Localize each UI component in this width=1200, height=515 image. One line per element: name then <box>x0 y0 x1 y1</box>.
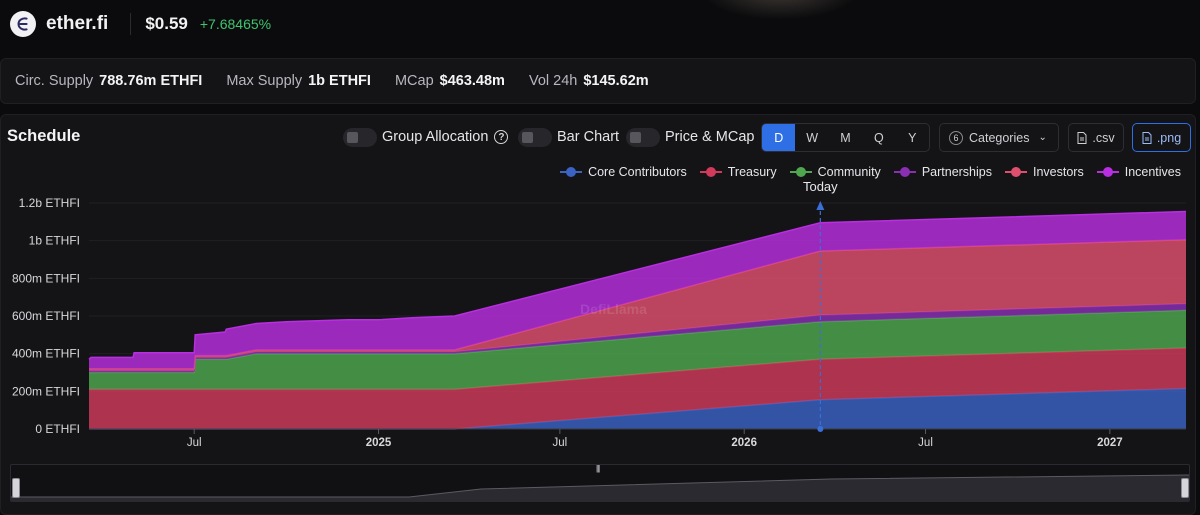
file-icon <box>1142 131 1152 144</box>
csv-label: .csv <box>1092 130 1115 145</box>
period-q[interactable]: Q <box>874 130 884 145</box>
token-price: $0.59 <box>145 14 188 33</box>
price-mcap-label: Price & MCap <box>665 129 755 145</box>
help-icon[interactable]: ? <box>494 130 509 144</box>
range-handle-left[interactable] <box>12 478 20 498</box>
csv-download-button[interactable]: .csv <box>1068 123 1124 152</box>
chart-legend: Core Contributors Treasury Community Par… <box>547 165 1181 179</box>
legend-core-contributors[interactable]: Core Contributors <box>560 165 687 179</box>
x-tick-label: 2026 <box>731 437 757 449</box>
legend-treasury[interactable]: Treasury <box>699 165 777 179</box>
legend-partnerships[interactable]: Partnerships <box>893 165 992 179</box>
y-tick-label: 0 ETHFI <box>35 422 80 436</box>
y-tick-label: 200m ETHFI <box>12 384 80 398</box>
legend-incentives[interactable]: Incentives <box>1096 165 1181 179</box>
area-incentives <box>89 211 1186 369</box>
legend-investors[interactable]: Investors <box>1005 165 1084 179</box>
y-tick-label: 600m ETHFI <box>12 309 80 323</box>
background-glow <box>700 0 860 20</box>
legend-community[interactable]: Community <box>789 165 881 179</box>
area-core-contributors <box>89 388 1186 429</box>
period-y[interactable]: Y <box>908 130 917 145</box>
png-download-button[interactable]: .png <box>1132 123 1191 152</box>
group-allocation-label: Group Allocation <box>382 129 489 145</box>
file-icon <box>1077 131 1087 144</box>
area-treasury <box>89 348 1186 429</box>
today-dot <box>817 426 824 432</box>
x-tick-label: Jul <box>187 437 202 449</box>
etherfi-logo-icon <box>10 11 36 37</box>
x-tick-label: 2025 <box>366 437 392 449</box>
project-header: ether.fi $0.59 +7.68465% <box>0 0 1200 48</box>
area-community <box>89 310 1186 390</box>
schedule-title: Schedule <box>7 127 81 145</box>
project-name[interactable]: ether.fi <box>46 13 109 34</box>
x-tick-label: Jul <box>918 437 933 449</box>
price-mcap-switch[interactable] <box>626 127 660 147</box>
period-m[interactable]: M <box>840 130 851 145</box>
y-tick-label: 400m ETHFI <box>12 347 80 361</box>
group-allocation-toggle[interactable]: Group Allocation ? <box>343 127 509 147</box>
group-allocation-switch[interactable] <box>343 127 377 147</box>
chart-range-slider[interactable] <box>10 464 1190 502</box>
bar-chart-toggle[interactable]: Bar Chart <box>518 127 619 147</box>
line-incentives <box>88 210 1187 360</box>
schedule-chart[interactable]: 0 ETHFI 200m ETHFI 400m ETHFI 600m ETHFI 800… <box>0 170 1200 450</box>
stat-max-supply: Max Supply 1b ETHFI <box>226 73 371 89</box>
categories-label: Categories <box>969 130 1030 145</box>
token-stats-bar: Circ. Supply 788.76m ETHFI Max Supply 1b E… <box>0 58 1196 104</box>
area-partnerships <box>89 303 1186 373</box>
x-tick-label: 2027 <box>1097 437 1123 449</box>
stat-circ-supply: Circ. Supply 788.76m ETHFI <box>15 73 203 89</box>
bar-chart-switch[interactable] <box>518 127 552 147</box>
stat-mcap: MCap $463.48m <box>394 73 505 89</box>
categories-count: 6 <box>949 130 963 145</box>
stat-vol-24h: Vol 24h $145.62m <box>528 73 649 89</box>
range-preview <box>11 474 1189 501</box>
price-change: +7.68465% <box>199 16 272 32</box>
x-tick-label: Jul <box>553 437 568 449</box>
y-tick-label: 1b ETHFI <box>29 234 80 248</box>
period-d[interactable]: D <box>762 124 796 151</box>
today-label: Today <box>803 179 838 194</box>
area-investors <box>89 239 1186 371</box>
period-w[interactable]: W <box>806 130 819 145</box>
header-divider <box>130 13 132 35</box>
y-tick-label: 800m ETHFI <box>12 271 80 285</box>
price-mcap-toggle[interactable]: Price & MCap <box>626 127 754 147</box>
png-label: .png <box>1156 130 1182 145</box>
categories-dropdown[interactable]: 6 Categories ⌄ <box>939 123 1059 152</box>
period-selector: D W M Q Y <box>761 123 930 152</box>
bar-chart-label: Bar Chart <box>557 129 620 145</box>
watermark: DefiLlama <box>580 301 647 317</box>
today-arrow <box>816 201 825 210</box>
y-tick-label: 1.2b ETHFI <box>19 196 80 210</box>
chevron-down-icon: ⌄ <box>1038 132 1047 143</box>
range-grip-icon[interactable]: ||| <box>596 464 600 473</box>
range-handle-right[interactable] <box>1181 478 1189 498</box>
